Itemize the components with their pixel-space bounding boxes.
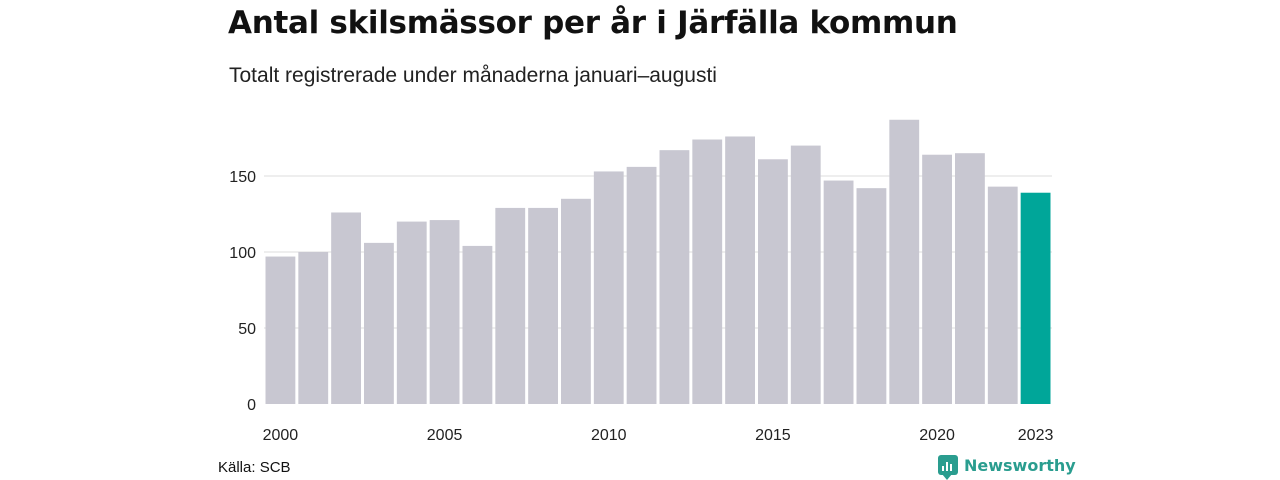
- bar-2008: [528, 207, 558, 404]
- bar-2018: [856, 188, 887, 404]
- bar-2016: [790, 145, 821, 404]
- chart-subtitle: Totalt registrerade under månaderna janu…: [229, 64, 717, 87]
- bar-2001: [298, 252, 329, 404]
- y-tick-label-0: 0: [247, 397, 256, 414]
- bar-2013: [692, 139, 723, 404]
- bar-2019: [889, 119, 920, 404]
- bar-2015: [758, 159, 788, 404]
- newsworthy-icon: [938, 455, 958, 480]
- bar-2017: [823, 180, 854, 404]
- chart-title: Antal skilsmässor per år i Järfälla komm…: [228, 5, 958, 41]
- x-tick-label-2020: 2020: [919, 427, 955, 444]
- x-tick-label-2010: 2010: [591, 427, 627, 444]
- y-tick-label-50: 50: [238, 321, 256, 338]
- bar-2020: [922, 154, 952, 404]
- x-tick-label-2005: 2005: [427, 427, 463, 444]
- bar-2007: [495, 207, 526, 404]
- bar-2021: [955, 153, 985, 404]
- bar-2022: [987, 186, 1018, 404]
- y-tick-label-150: 150: [229, 169, 256, 186]
- brand-name: Newsworthy: [964, 455, 1076, 475]
- y-tick-label-100: 100: [229, 245, 256, 262]
- bar-2023: [1020, 192, 1051, 404]
- bar-2012: [659, 150, 690, 404]
- x-tick-label-2023: 2023: [1018, 427, 1054, 444]
- bar-2011: [626, 166, 657, 404]
- bar-2006: [462, 245, 493, 404]
- bar-2005: [429, 220, 460, 404]
- source-note: Källa: SCB: [218, 459, 291, 476]
- bar-2004: [396, 221, 427, 404]
- bar-2009: [561, 198, 591, 404]
- bar-2003: [364, 242, 394, 404]
- bar-2002: [331, 212, 361, 404]
- bar-2000: [265, 256, 296, 404]
- bar-2014: [725, 136, 755, 405]
- x-tick-label-2000: 2000: [263, 427, 299, 444]
- newsworthy-logo: Newsworthy: [938, 455, 1076, 480]
- x-tick-label-2015: 2015: [755, 427, 791, 444]
- bar-2010: [593, 171, 624, 404]
